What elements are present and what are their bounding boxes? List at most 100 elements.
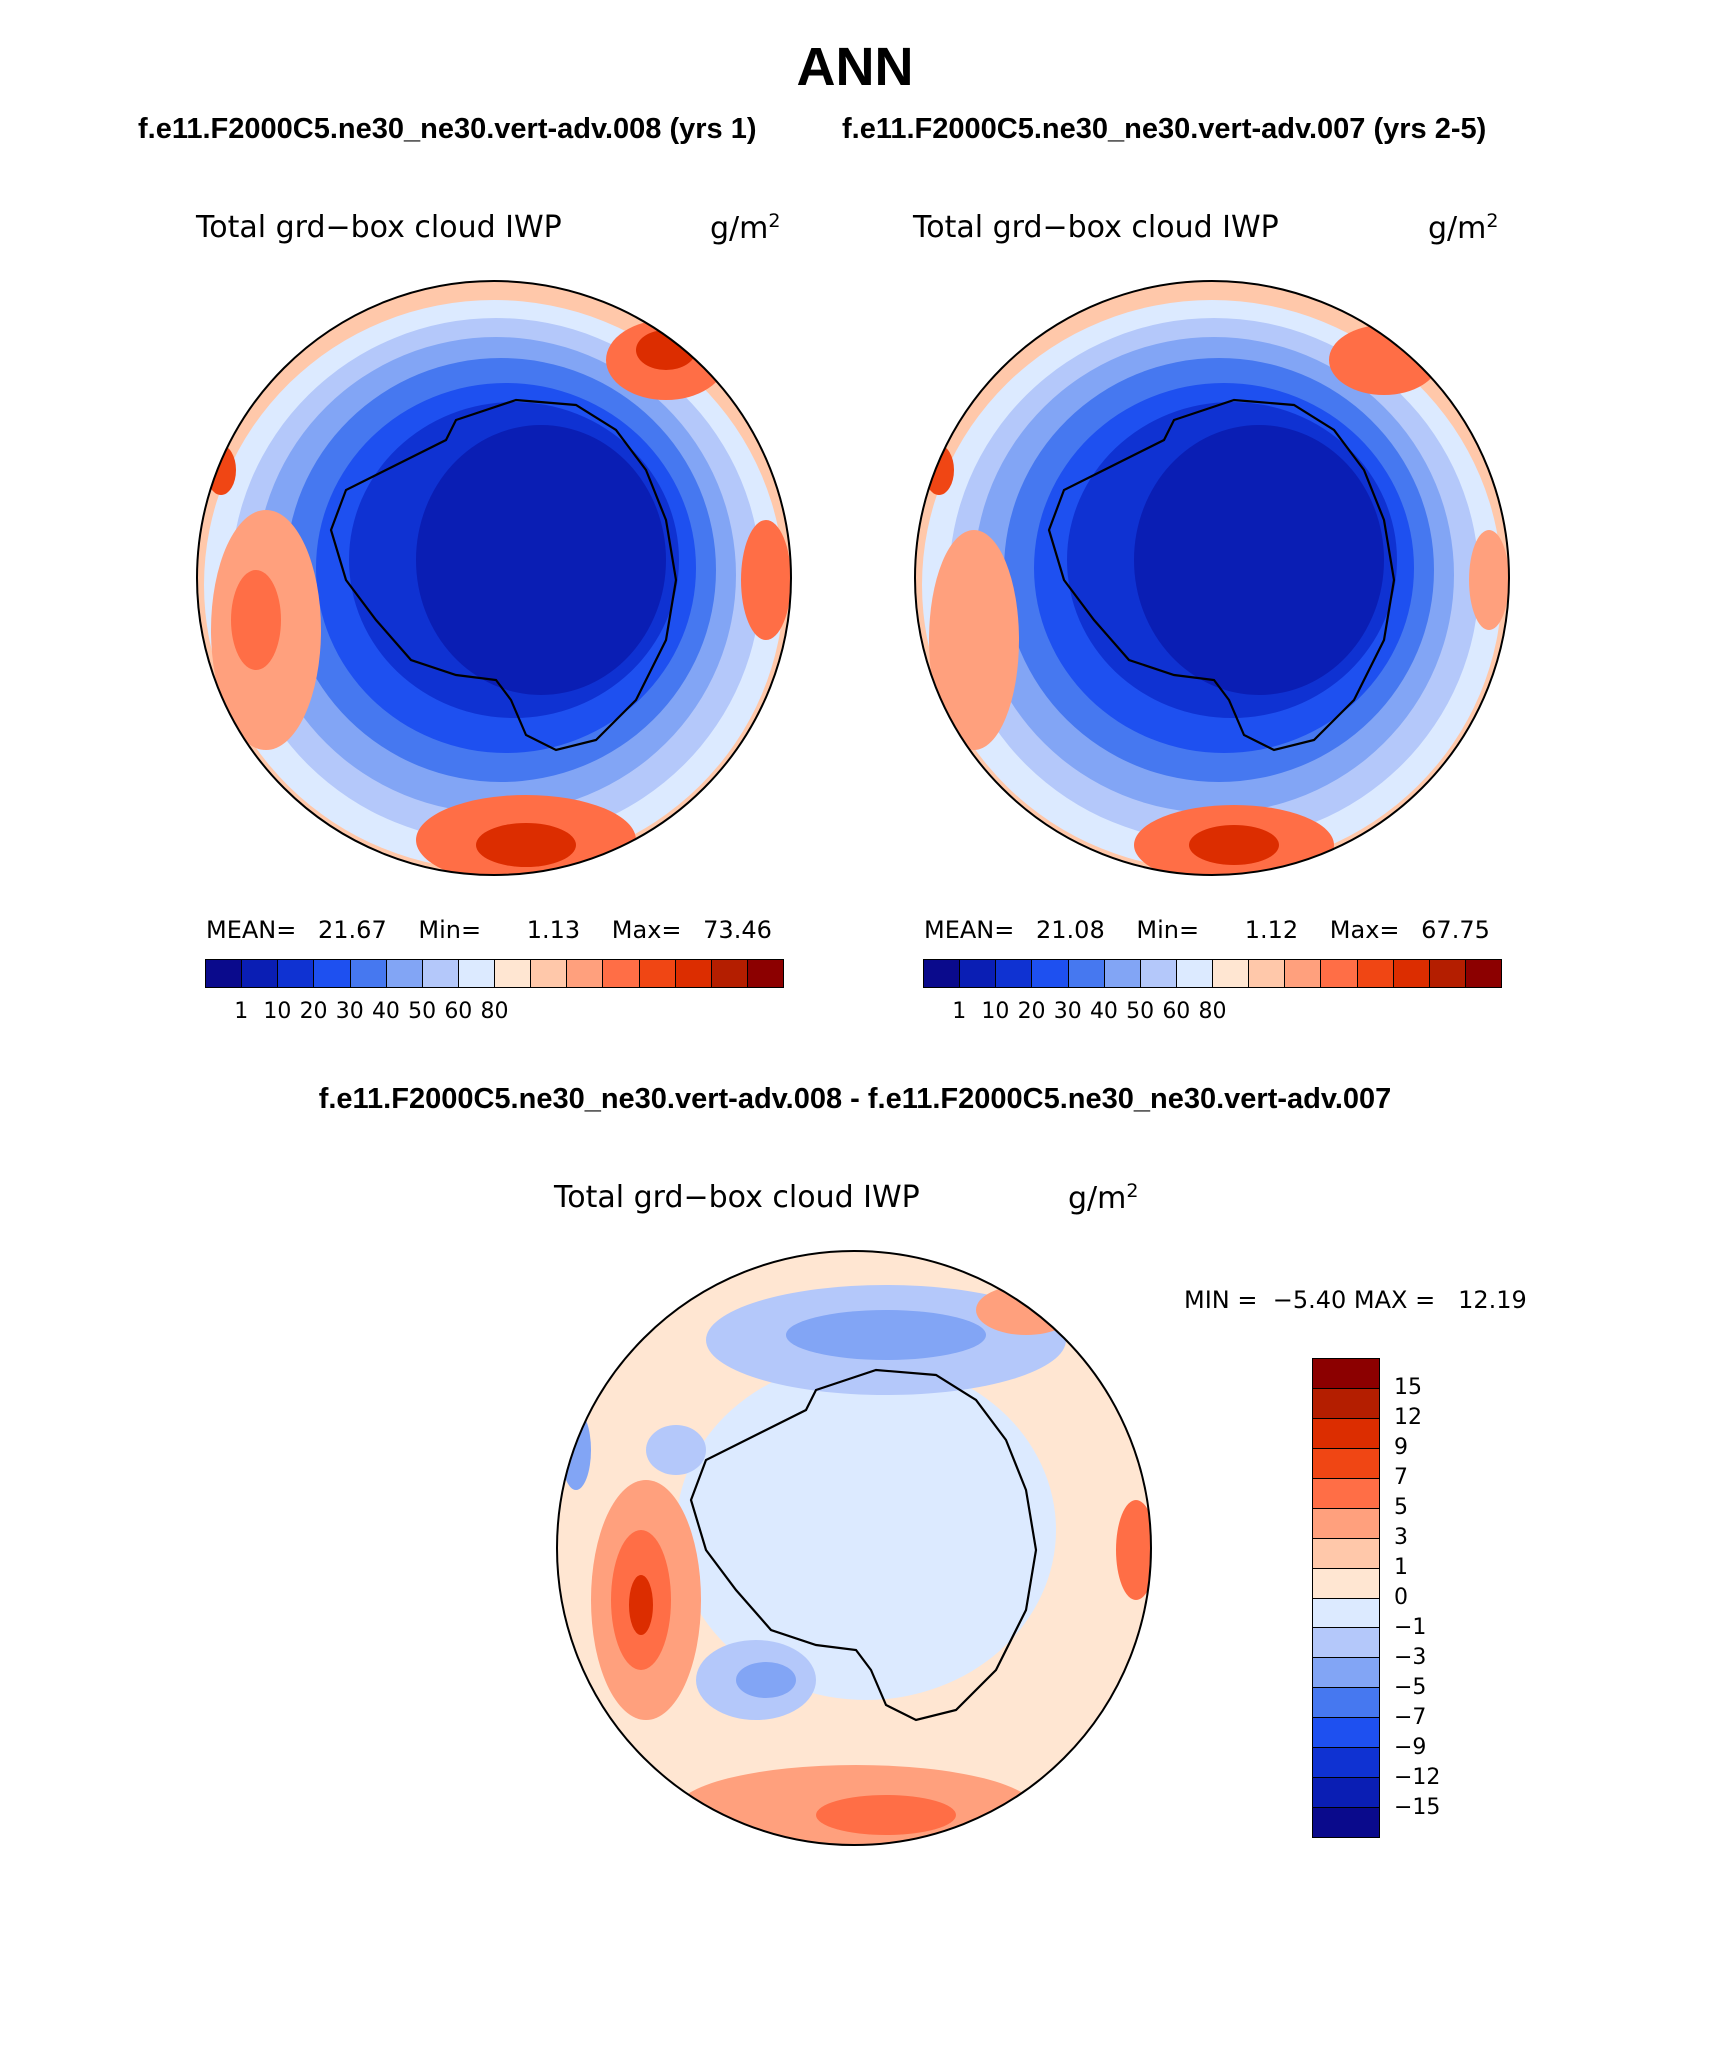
panel2-mean-value: 21.08 xyxy=(1036,916,1105,944)
panel1-mean-value: 21.67 xyxy=(318,916,387,944)
colorbar-tick-label: 80 xyxy=(480,999,509,1024)
panel2-max-value: 67.75 xyxy=(1421,916,1490,944)
colorbar-tick-label: 12 xyxy=(1394,1405,1422,1430)
colorbar-swatch xyxy=(603,960,640,987)
colorbar-swatch xyxy=(458,960,495,987)
colorbar-swatch xyxy=(314,960,351,987)
colorbar-tick-label: −15 xyxy=(1394,1795,1441,1820)
colorbar-swatch xyxy=(567,960,604,987)
colorbar-swatch xyxy=(960,960,997,987)
diff-header: f.e11.F2000C5.ne30_ne30.vert-adv.008 - f… xyxy=(318,1083,1392,1115)
colorbar-tick-label: −12 xyxy=(1394,1765,1441,1790)
case1-header: f.e11.F2000C5.ne30_ne30.vert-adv.008 (yr… xyxy=(138,113,757,145)
colorbar-tick-label: 1 xyxy=(234,999,249,1024)
colorbar-tick-label: 40 xyxy=(1089,999,1118,1024)
colorbar-swatch xyxy=(531,960,568,987)
panel2-colorbar xyxy=(923,959,1502,988)
colorbar-swatch xyxy=(1313,1418,1379,1449)
panel1-min-value: 1.13 xyxy=(526,916,581,944)
panel1-max-label: Max= xyxy=(611,916,682,944)
diff-polar-map xyxy=(556,1250,1152,1846)
colorbar-swatch xyxy=(1313,1598,1379,1629)
colorbar-tick-label: 50 xyxy=(408,999,437,1024)
panel1-colorbar xyxy=(205,959,784,988)
panel2-mean-label: MEAN= xyxy=(924,916,1015,944)
colorbar-swatch xyxy=(1429,960,1466,987)
panel2-polar-map xyxy=(914,280,1510,876)
panel1-units: g/m2 xyxy=(710,210,780,246)
colorbar-swatch xyxy=(422,960,459,987)
colorbar-swatch xyxy=(1140,960,1177,987)
colorbar-tick-label: 3 xyxy=(1394,1525,1408,1550)
colorbar-swatch xyxy=(1313,1359,1379,1389)
panel1-mean-label: MEAN= xyxy=(206,916,297,944)
colorbar-swatch xyxy=(242,960,279,987)
panel1-max-value: 73.46 xyxy=(703,916,772,944)
colorbar-tick-label: 30 xyxy=(335,999,364,1024)
colorbar-swatch xyxy=(1213,960,1250,987)
panel2-units: g/m2 xyxy=(1428,210,1498,246)
colorbar-tick-label: 60 xyxy=(1162,999,1191,1024)
colorbar-tick-label: 0 xyxy=(1394,1585,1408,1610)
colorbar-swatch xyxy=(1176,960,1213,987)
colorbar-tick-label: 50 xyxy=(1126,999,1155,1024)
colorbar-swatch xyxy=(1313,1478,1379,1509)
panel1-field-label: Total grd−box cloud IWP xyxy=(196,210,562,245)
colorbar-tick-label: −1 xyxy=(1394,1615,1427,1640)
panel2-max-label: Max= xyxy=(1329,916,1400,944)
colorbar-swatch xyxy=(1068,960,1105,987)
colorbar-tick-label: 10 xyxy=(263,999,292,1024)
panel1-units-exp: 2 xyxy=(768,210,781,232)
colorbar-tick-label: −3 xyxy=(1394,1645,1427,1670)
colorbar-swatch xyxy=(711,960,748,987)
colorbar-swatch xyxy=(924,960,961,987)
colorbar-swatch xyxy=(1393,960,1430,987)
panel1-units-base: g/m xyxy=(710,211,769,246)
colorbar-tick-label: −7 xyxy=(1394,1705,1427,1730)
colorbar-swatch xyxy=(747,960,783,987)
colorbar-tick-label: 20 xyxy=(1017,999,1046,1024)
colorbar-tick-label: 1 xyxy=(1394,1555,1408,1580)
colorbar-swatch xyxy=(1313,1448,1379,1479)
colorbar-swatch xyxy=(1313,1688,1379,1719)
colorbar-tick-label: 7 xyxy=(1394,1465,1408,1490)
colorbar-tick-label: 80 xyxy=(1198,999,1227,1024)
colorbar-swatch xyxy=(1313,1658,1379,1689)
diff-units-base: g/m xyxy=(1068,1181,1127,1216)
colorbar-swatch xyxy=(1313,1388,1379,1419)
diff-units-exp: 2 xyxy=(1126,1180,1139,1202)
colorbar-tick-label: 20 xyxy=(299,999,328,1024)
panel1-stats: MEAN= 21.67 Min= 1.13 Max= 73.46 xyxy=(206,916,772,944)
colorbar-tick-label: −5 xyxy=(1394,1675,1427,1700)
diff-field-label: Total grd−box cloud IWP xyxy=(554,1180,920,1215)
colorbar-swatch xyxy=(1249,960,1286,987)
colorbar-swatch xyxy=(996,960,1033,987)
colorbar-tick-label: 9 xyxy=(1394,1435,1408,1460)
diff-minmax: MIN = −5.40 MAX = 12.19 xyxy=(1184,1286,1527,1314)
colorbar-swatch xyxy=(1285,960,1322,987)
colorbar-swatch xyxy=(1313,1508,1379,1539)
colorbar-swatch xyxy=(1465,960,1501,987)
colorbar-tick-label: −9 xyxy=(1394,1735,1427,1760)
colorbar-swatch xyxy=(675,960,712,987)
colorbar-tick-label: 60 xyxy=(444,999,473,1024)
colorbar-swatch xyxy=(1357,960,1394,987)
panel2-stats: MEAN= 21.08 Min= 1.12 Max= 67.75 xyxy=(924,916,1490,944)
colorbar-tick-label: 15 xyxy=(1394,1375,1422,1400)
colorbar-swatch xyxy=(1313,1568,1379,1599)
colorbar-swatch xyxy=(350,960,387,987)
colorbar-tick-label: 1 xyxy=(952,999,967,1024)
diff-units: g/m2 xyxy=(1068,1180,1138,1216)
colorbar-tick-label: 30 xyxy=(1053,999,1082,1024)
diff-colorbar xyxy=(1312,1358,1380,1838)
colorbar-swatch xyxy=(639,960,676,987)
colorbar-swatch xyxy=(1313,1718,1379,1749)
colorbar-swatch xyxy=(1321,960,1358,987)
colorbar-tick-label: 40 xyxy=(371,999,400,1024)
colorbar-swatch xyxy=(1313,1748,1379,1779)
panel2-units-base: g/m xyxy=(1428,211,1487,246)
panel2-units-exp: 2 xyxy=(1486,210,1499,232)
colorbar-tick-label: 10 xyxy=(981,999,1010,1024)
colorbar-swatch xyxy=(1032,960,1069,987)
panel2-min-value: 1.12 xyxy=(1244,916,1299,944)
